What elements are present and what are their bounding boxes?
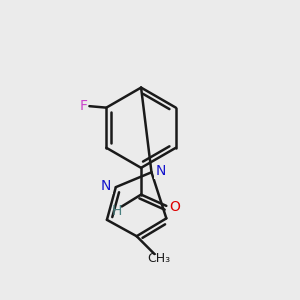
Text: CH₃: CH₃ [147, 252, 170, 265]
Text: O: O [169, 200, 180, 214]
Text: H: H [112, 204, 122, 218]
Text: N: N [156, 164, 166, 178]
Text: F: F [80, 99, 88, 113]
Text: N: N [101, 179, 112, 193]
